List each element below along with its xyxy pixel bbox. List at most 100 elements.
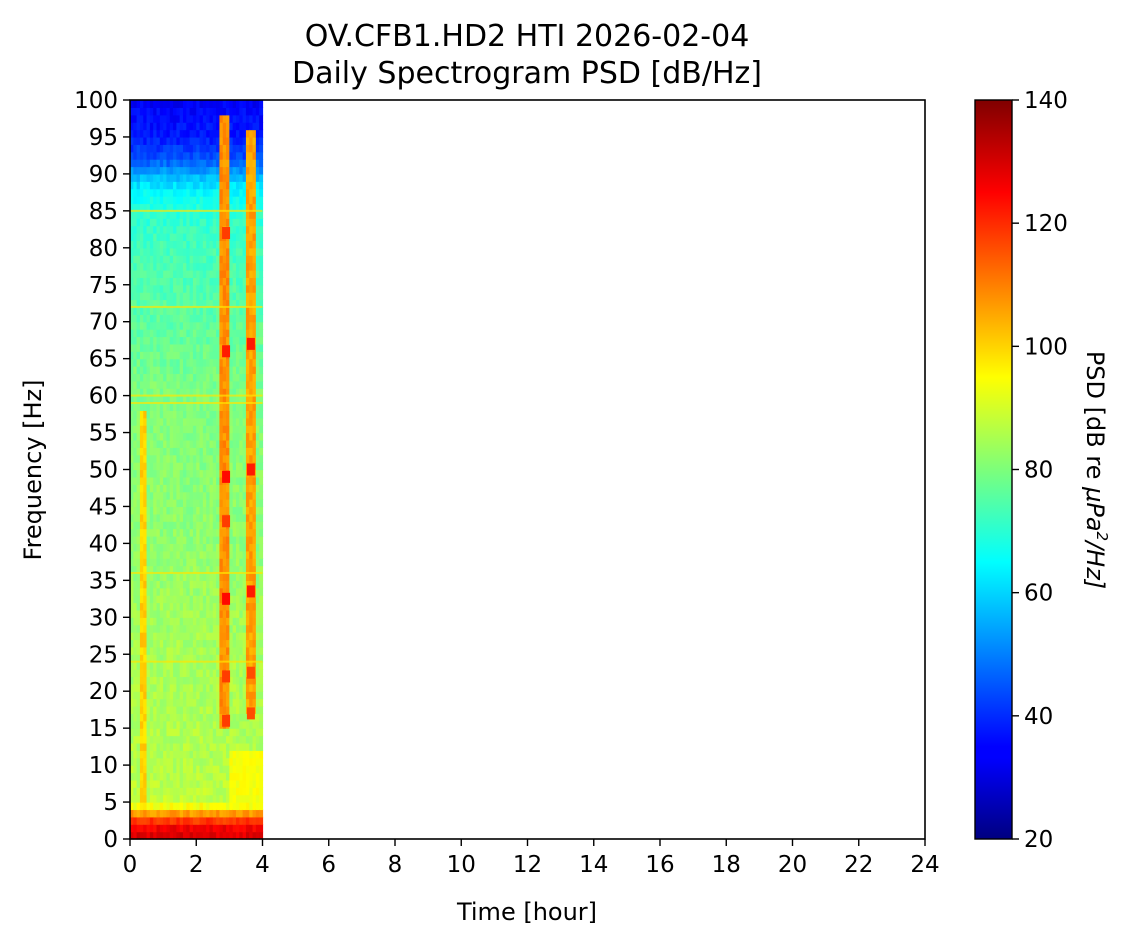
- heatmap-cell: [259, 454, 264, 463]
- heatmap-cell: [133, 292, 138, 301]
- heatmap-cell: [169, 728, 174, 737]
- heatmap-cell: [159, 373, 164, 382]
- heatmap-cell: [159, 292, 164, 301]
- heatmap-cell: [186, 794, 191, 803]
- heatmap-cell: [209, 321, 214, 330]
- heatmap-cell: [130, 772, 134, 781]
- heatmap-cell: [209, 188, 214, 197]
- heatmap-cell: [189, 262, 194, 271]
- heatmap-cell: [222, 565, 227, 574]
- heatmap-cell: [153, 432, 158, 441]
- heatmap-cell: [252, 225, 257, 234]
- heatmap-cell: [169, 565, 174, 574]
- heatmap-cell: [166, 336, 171, 345]
- heatmap-cell: [139, 669, 144, 678]
- heatmap-cell: [146, 454, 151, 463]
- heatmap-cell: [236, 720, 240, 729]
- heatmap-cell: [183, 654, 187, 663]
- heatmap-cell: [163, 159, 168, 168]
- heatmap-cell: [192, 750, 197, 759]
- heatmap-cell: [189, 107, 194, 116]
- heatmap-cell: [199, 269, 204, 278]
- heatmap-cell: [143, 425, 148, 434]
- heatmap-cell: [149, 698, 154, 707]
- heatmap-cell: [259, 380, 264, 389]
- heatmap-cell: [149, 366, 154, 375]
- heatmap-cell: [259, 595, 264, 604]
- heatmap-cell: [179, 136, 184, 145]
- heatmap-cell: [216, 336, 221, 345]
- heatmap-cell: [245, 824, 250, 833]
- heatmap-cell: [176, 802, 181, 811]
- heatmap-cell: [239, 100, 244, 108]
- heatmap-cell: [130, 802, 134, 811]
- heatmap-cell: [229, 336, 234, 345]
- heatmap-cell: [209, 262, 214, 271]
- heatmap-cell: [236, 255, 240, 264]
- heatmap-cell: [252, 255, 257, 264]
- y-tick-label: 25: [89, 642, 118, 668]
- heatmap-cell: [159, 321, 164, 330]
- heatmap-cell: [146, 306, 151, 315]
- heatmap-cell: [159, 240, 164, 249]
- heatmap-cell: [192, 484, 197, 493]
- heatmap-cell: [186, 417, 191, 426]
- heatmap-cell: [249, 181, 254, 190]
- heatmap-cell: [199, 572, 204, 581]
- heatmap-cell: [255, 299, 260, 308]
- heatmap-cell: [173, 713, 177, 722]
- heatmap-cell: [216, 565, 221, 574]
- heatmap-cell: [166, 735, 171, 744]
- heatmap-cell: [245, 632, 250, 641]
- heatmap-cell: [133, 262, 138, 271]
- heatmap-cell: [163, 624, 168, 633]
- x-tick-label: 6: [321, 852, 336, 878]
- heatmap-cell: [159, 343, 164, 352]
- heatmap-cell: [206, 181, 211, 190]
- heatmap-cell: [159, 410, 164, 419]
- heatmap-cell: [232, 661, 237, 670]
- heatmap-cell: [136, 831, 141, 840]
- heatmap-cell: [163, 439, 168, 448]
- heatmap-cell: [189, 255, 194, 264]
- heatmap-cell: [173, 676, 177, 685]
- heatmap-cell: [199, 425, 204, 434]
- heatmap-cell: [236, 107, 240, 116]
- heatmap-cell: [130, 329, 134, 338]
- heatmap-cell: [173, 351, 177, 360]
- heatmap-cell: [242, 114, 247, 123]
- heatmap-cell: [199, 676, 204, 685]
- heatmap-cell: [189, 218, 194, 227]
- heatmap-cell: [133, 351, 138, 360]
- heatmap-cell: [139, 587, 144, 596]
- heatmap-cell: [236, 144, 240, 153]
- heatmap-cell: [212, 476, 217, 485]
- heatmap-cell: [179, 454, 184, 463]
- heatmap-cell: [139, 122, 144, 131]
- heatmap-cell: [136, 765, 141, 774]
- heatmap-cell: [133, 646, 138, 655]
- heatmap-cell: [239, 225, 244, 234]
- heatmap-cell: [179, 617, 184, 626]
- heatmap-cell: [255, 558, 260, 567]
- heatmap-cell: [149, 129, 154, 138]
- heatmap-cell: [232, 269, 237, 278]
- heatmap-cell: [163, 262, 168, 271]
- heatmap-cell: [153, 469, 158, 478]
- heatmap-cell: [139, 329, 144, 338]
- heatmap-cell: [183, 395, 187, 404]
- heatmap-cell: [136, 122, 141, 131]
- heatmap-cell: [242, 787, 247, 796]
- heatmap-cell: [159, 565, 164, 574]
- heatmap-cell: [159, 506, 164, 515]
- heatmap-cell: [136, 181, 141, 190]
- heatmap-cell: [192, 802, 197, 811]
- heatmap-cell: [226, 536, 230, 544]
- heatmap-cell: [159, 159, 164, 168]
- heatmap-cell: [239, 366, 244, 375]
- heatmap-cell: [159, 262, 164, 271]
- heatmap-cell: [259, 513, 264, 522]
- heatmap-cell: [156, 499, 161, 508]
- heatmap-cell: [216, 410, 221, 419]
- heatmap-cell: [226, 107, 230, 116]
